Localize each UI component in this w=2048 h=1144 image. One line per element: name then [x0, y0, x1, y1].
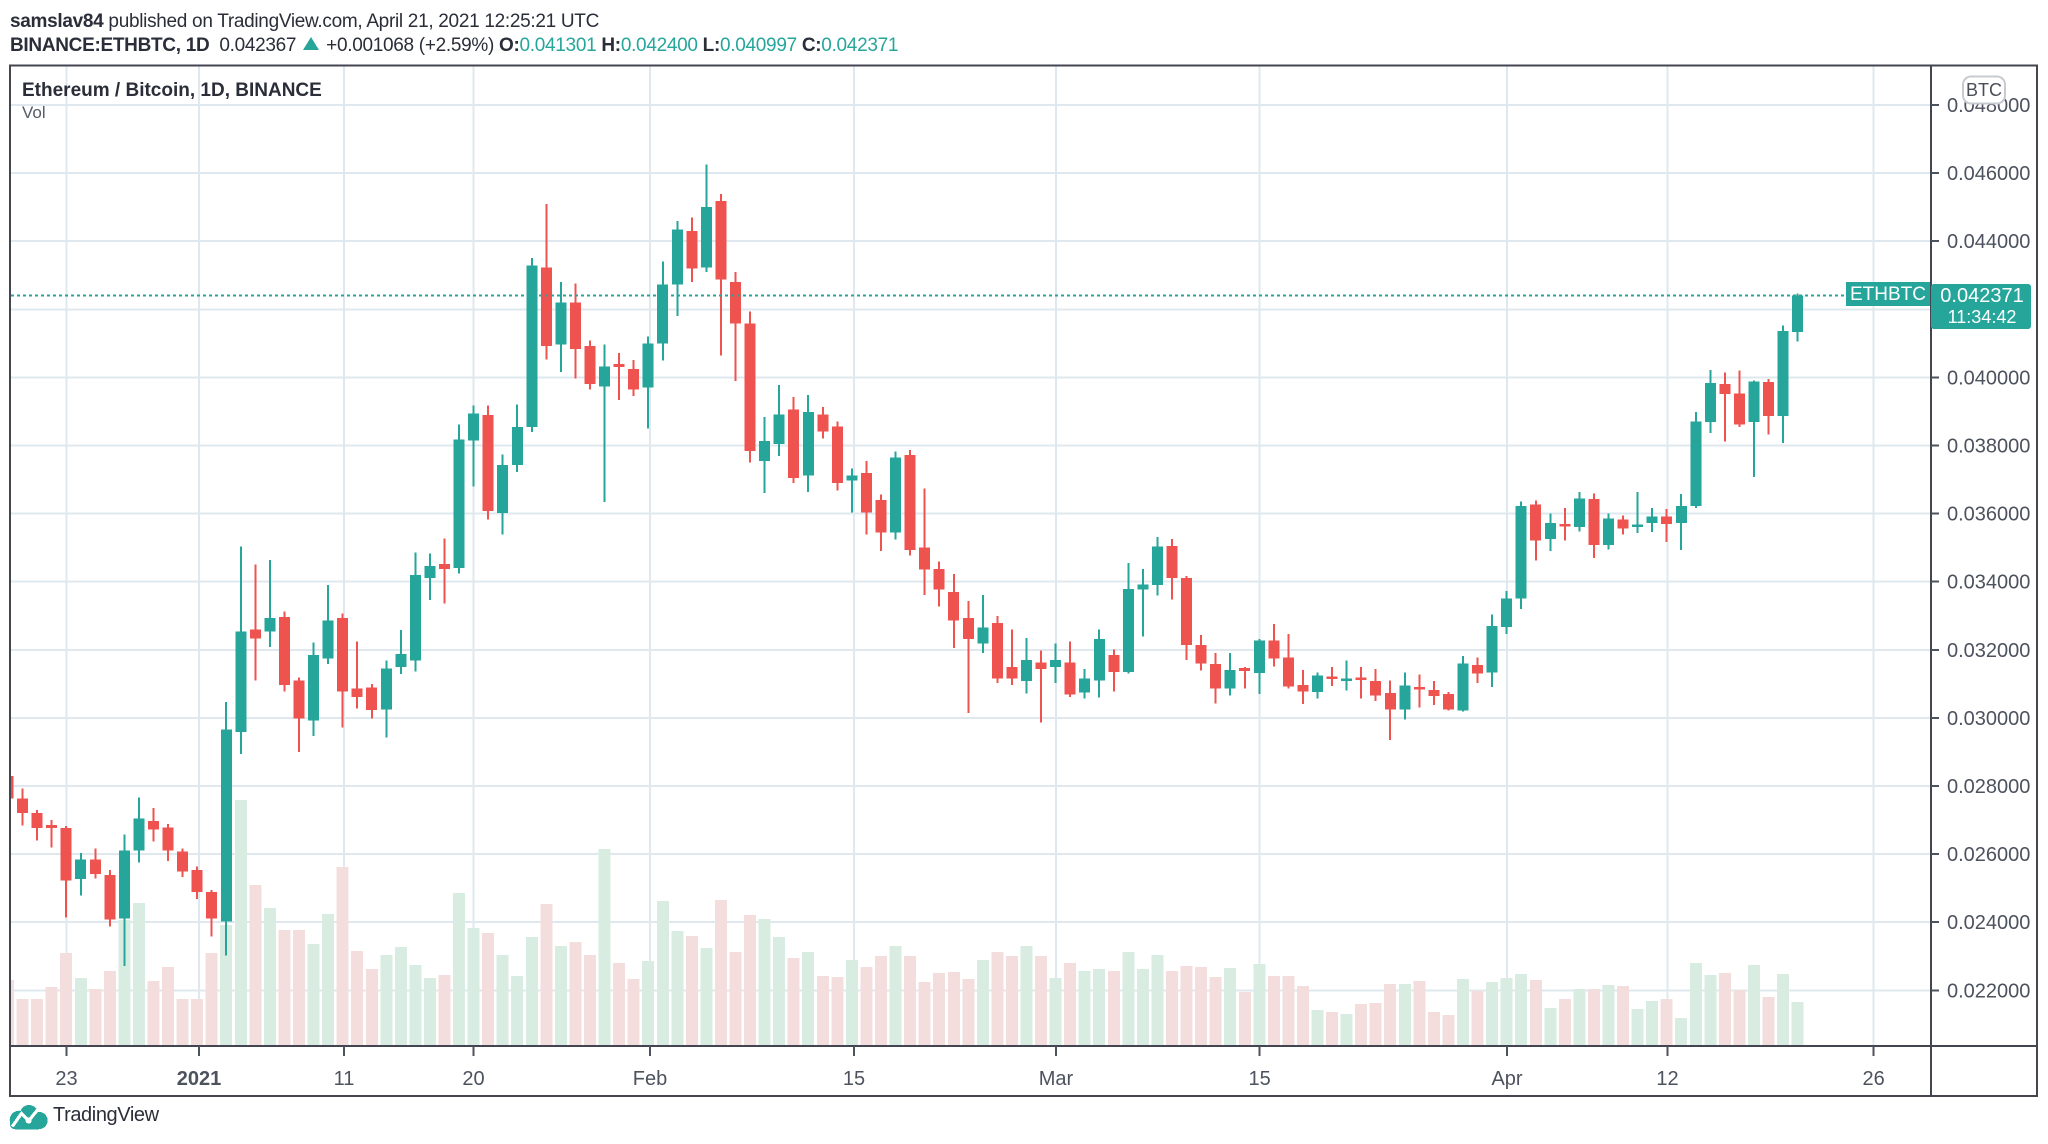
- svg-text:Feb: Feb: [633, 1068, 667, 1090]
- svg-text:0.030000: 0.030000: [1947, 708, 2030, 730]
- svg-text:0.028000: 0.028000: [1947, 776, 2030, 798]
- svg-text:11:34:42: 11:34:42: [1948, 307, 2017, 327]
- svg-text:2021: 2021: [177, 1068, 222, 1090]
- svg-text:0.044000: 0.044000: [1947, 231, 2030, 253]
- svg-text:15: 15: [1248, 1068, 1270, 1090]
- svg-text:Ethereum / Bitcoin, 1D, BINANC: Ethereum / Bitcoin, 1D, BINANCE: [22, 80, 322, 101]
- svg-text:0.022000: 0.022000: [1947, 980, 2030, 1002]
- svg-text:11: 11: [334, 1068, 355, 1090]
- svg-text:23: 23: [55, 1068, 77, 1090]
- svg-text:0.036000: 0.036000: [1947, 504, 2030, 526]
- svg-text:12: 12: [1656, 1068, 1678, 1090]
- svg-text:0.040000: 0.040000: [1947, 367, 2030, 389]
- svg-text:0.034000: 0.034000: [1947, 572, 2030, 594]
- svg-text:ETHBTC: ETHBTC: [1850, 284, 1926, 305]
- svg-text:Vol: Vol: [22, 103, 46, 122]
- svg-text:BTC: BTC: [1966, 80, 2002, 100]
- svg-text:20: 20: [462, 1068, 484, 1090]
- svg-text:Apr: Apr: [1491, 1068, 1522, 1090]
- svg-text:0.024000: 0.024000: [1947, 912, 2030, 934]
- svg-text:0.038000: 0.038000: [1947, 436, 2030, 458]
- svg-text:15: 15: [843, 1068, 865, 1090]
- svg-text:0.032000: 0.032000: [1947, 640, 2030, 662]
- svg-text:0.046000: 0.046000: [1947, 163, 2030, 185]
- svg-text:Mar: Mar: [1039, 1068, 1074, 1090]
- svg-text:0.042371: 0.042371: [1940, 285, 2023, 307]
- svg-text:0.026000: 0.026000: [1947, 844, 2030, 866]
- svg-text:26: 26: [1862, 1068, 1884, 1090]
